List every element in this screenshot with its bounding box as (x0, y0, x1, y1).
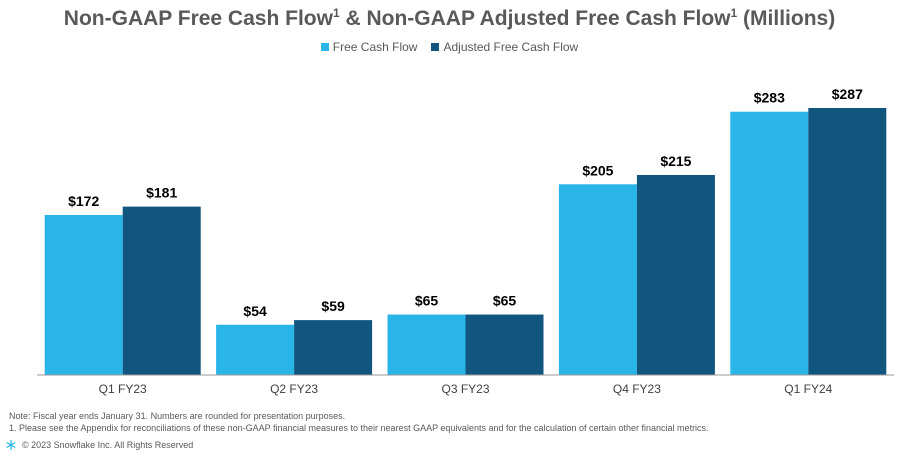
bar-adjusted-free-cash-flow-q1-fy23 (122, 206, 201, 375)
legend-swatch-free-cash-flow (320, 43, 329, 51)
footnote-appendix: 1. Please see the Appendix for reconcili… (9, 423, 709, 433)
data-label-free-cash-flow-q1-fy24: $283 (754, 90, 785, 106)
bar-free-cash-flow-q1-fy24 (730, 111, 809, 375)
data-label-adjusted-free-cash-flow-q2-fy23: $59 (321, 298, 345, 314)
bar-chart: $172 $181 Q1 FY23 $54 $59 Q2 FY23 $65 $65 Q3 FY2… (37, 86, 894, 396)
chart-title: Non-GAAP Free Cash Flow1 & Non-GAAP Adju… (63, 6, 836, 30)
bar-adjusted-free-cash-flow-q4-fy23 (636, 174, 715, 375)
x-tick-label-q4-fy23: Q4 FY23 (613, 382, 661, 396)
x-tick-label-q1-fy23: Q1 FY23 (99, 382, 147, 396)
bar-adjusted-free-cash-flow-q2-fy23 (294, 320, 373, 375)
bar-free-cash-flow-q3-fy23 (387, 314, 466, 375)
snowflake-icon (6, 440, 16, 450)
x-tick-label-q1-fy24: Q1 FY24 (784, 382, 832, 396)
bar-free-cash-flow-q2-fy23 (216, 324, 295, 375)
legend-swatch-adjusted-free-cash-flow (431, 43, 440, 51)
x-tick-label-q3-fy23: Q3 FY23 (441, 382, 489, 396)
data-label-free-cash-flow-q1-fy23: $172 (68, 193, 99, 209)
chart-legend: Free Cash Flow Adjusted Free Cash Flow (0, 40, 899, 54)
data-label-adjusted-free-cash-flow-q1-fy23: $181 (146, 185, 177, 201)
data-label-adjusted-free-cash-flow-q1-fy24: $287 (832, 86, 863, 102)
copyright-text: © 2023 Snowflake Inc. All Rights Reserve… (22, 440, 194, 450)
bar-adjusted-free-cash-flow-q1-fy24 (808, 108, 887, 375)
footer: © 2023 Snowflake Inc. All Rights Reserve… (6, 440, 193, 450)
bar-free-cash-flow-q4-fy23 (558, 184, 637, 375)
bar-free-cash-flow-q1-fy23 (44, 214, 123, 375)
data-label-free-cash-flow-q4-fy23: $205 (582, 162, 613, 178)
note-fiscal-year: Note: Fiscal year ends January 31. Numbe… (9, 411, 346, 421)
bar-adjusted-free-cash-flow-q3-fy23 (465, 314, 544, 375)
data-label-free-cash-flow-q3-fy23: $65 (415, 293, 439, 309)
data-label-adjusted-free-cash-flow-q3-fy23: $65 (493, 293, 517, 309)
legend-item-free-cash-flow: Free Cash Flow (320, 40, 417, 54)
legend-item-adjusted-free-cash-flow: Adjusted Free Cash Flow (431, 40, 578, 54)
data-label-free-cash-flow-q2-fy23: $54 (243, 303, 267, 319)
data-label-adjusted-free-cash-flow-q4-fy23: $215 (660, 153, 691, 169)
x-tick-label-q2-fy23: Q2 FY23 (270, 382, 318, 396)
